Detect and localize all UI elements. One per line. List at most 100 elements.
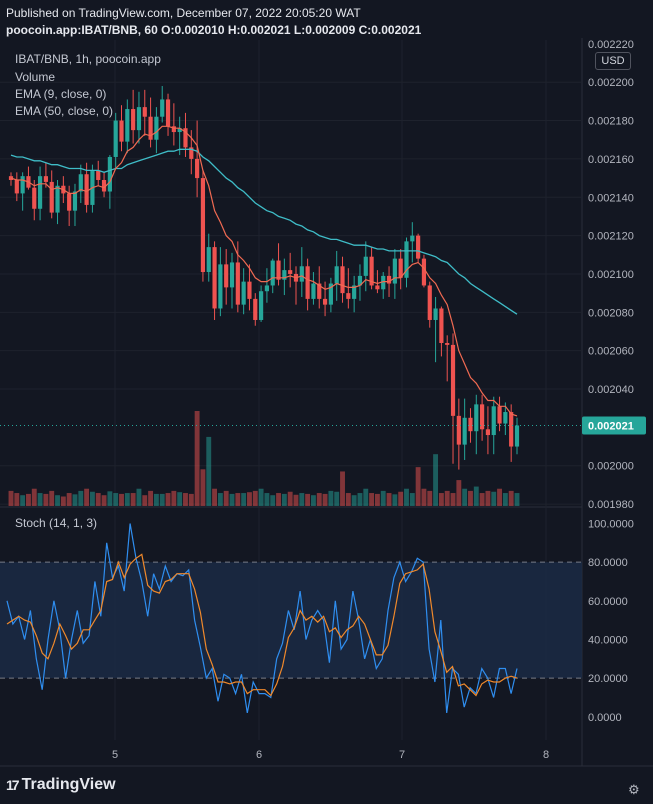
volume-bar xyxy=(119,493,124,506)
candle-body xyxy=(171,126,176,133)
tradingview-mark-icon: 17 xyxy=(6,777,20,793)
volume-bar xyxy=(247,492,252,506)
stoch-d-line xyxy=(6,553,518,697)
volume-bar xyxy=(235,493,241,506)
volume-bar xyxy=(217,493,223,506)
candle-body xyxy=(235,262,240,305)
candle-body xyxy=(288,270,293,274)
candle-body xyxy=(67,193,72,211)
legend-title[interactable]: IBAT/BNB, 1h, poocoin.app xyxy=(15,52,161,66)
stoch-k-line xyxy=(6,523,518,714)
candle-body xyxy=(183,128,188,148)
legend-ema9[interactable]: EMA (9, close, 0) xyxy=(15,87,107,101)
candle-body xyxy=(32,187,37,209)
volume-bar xyxy=(229,493,235,506)
legend-stoch[interactable]: Stoch (14, 1, 3) xyxy=(15,516,98,530)
candle-body xyxy=(43,176,48,182)
candle-body xyxy=(218,264,223,309)
volume-bar xyxy=(165,493,171,506)
volume-bar xyxy=(66,493,72,506)
candle-body xyxy=(125,109,130,142)
candle-body xyxy=(37,176,43,209)
y-tick-label: 0.002140 xyxy=(588,192,634,204)
last-price-label: 0.002021 xyxy=(588,420,634,432)
candle-body xyxy=(456,415,461,445)
volume-bar xyxy=(299,493,305,506)
volume-bar xyxy=(206,436,212,506)
volume-bar xyxy=(31,488,37,506)
candle-body xyxy=(439,308,444,343)
x-tick-label: 6 xyxy=(256,749,262,761)
volume-bar xyxy=(136,488,142,506)
candle-body xyxy=(427,285,432,320)
candle-body xyxy=(206,247,211,273)
candle-body xyxy=(247,281,252,299)
candle-body xyxy=(381,275,386,290)
stoch-y-tick-label: 80.0000 xyxy=(588,557,628,569)
volume-bar xyxy=(415,467,421,506)
volume-bar xyxy=(124,493,130,506)
volume-bar xyxy=(456,480,462,506)
volume-bar xyxy=(380,490,386,506)
candle-body xyxy=(282,270,287,280)
legend-ema50[interactable]: EMA (50, close, 0) xyxy=(15,104,114,118)
volume-bar xyxy=(450,493,456,506)
candle-body xyxy=(142,107,147,117)
last-price-tag xyxy=(582,416,646,435)
volume-bar xyxy=(171,490,177,506)
volume-bar xyxy=(491,491,497,506)
candle-body xyxy=(468,417,473,432)
candle-body xyxy=(101,179,107,192)
volume-bar xyxy=(264,493,270,506)
tradingview-logo[interactable]: 17 TradingView xyxy=(6,776,116,794)
y-tick-label: 0.002060 xyxy=(588,346,634,358)
candle-body xyxy=(317,283,322,299)
candle-body xyxy=(160,99,165,117)
legend-volume[interactable]: Volume xyxy=(15,70,56,84)
candle-body xyxy=(340,266,345,294)
candle-body xyxy=(311,283,316,299)
volume-bar xyxy=(427,490,433,506)
volume-bar xyxy=(113,493,119,506)
x-tick-label: 7 xyxy=(399,749,405,761)
candle-body xyxy=(328,283,333,305)
y-tick-label: 0.002100 xyxy=(588,269,634,281)
candle-body xyxy=(392,258,397,284)
volume-bar xyxy=(293,494,299,506)
candle-body xyxy=(322,298,328,305)
volume-bar xyxy=(270,495,276,506)
candle-body xyxy=(509,412,514,447)
candle-body xyxy=(299,266,304,282)
volume-bar xyxy=(404,488,409,506)
volume-bar xyxy=(357,493,363,506)
volume-bar xyxy=(60,496,66,506)
candle-body xyxy=(78,174,83,192)
ema50-line xyxy=(10,148,518,315)
candle-body xyxy=(189,147,194,159)
candle-body xyxy=(72,191,78,211)
volume-bar xyxy=(223,490,229,506)
volume-bar xyxy=(462,488,468,506)
volume-bar xyxy=(497,488,502,506)
stoch-y-tick-label: 40.0000 xyxy=(588,634,628,646)
candle-body xyxy=(485,429,491,436)
candle-body xyxy=(497,406,502,424)
volume-bar xyxy=(281,493,287,506)
volume-bar xyxy=(485,490,491,506)
candle-body xyxy=(398,258,403,278)
volume-bar xyxy=(433,454,439,506)
y-tick-label: 0.002120 xyxy=(588,231,634,243)
published-line: Published on TradingView.com, December 0… xyxy=(6,6,361,20)
y-tick-label: 0.002080 xyxy=(588,307,634,319)
candle-body xyxy=(148,116,153,140)
volume-bar xyxy=(78,490,84,506)
candle-body xyxy=(503,412,508,424)
currency-button[interactable]: USD xyxy=(595,52,631,70)
candle-body xyxy=(55,185,60,213)
candle-body xyxy=(154,116,159,140)
volume-bar xyxy=(345,493,351,506)
candle-body xyxy=(107,156,112,192)
gear-icon[interactable]: ⚙ xyxy=(628,782,640,797)
volume-bar xyxy=(20,495,26,506)
